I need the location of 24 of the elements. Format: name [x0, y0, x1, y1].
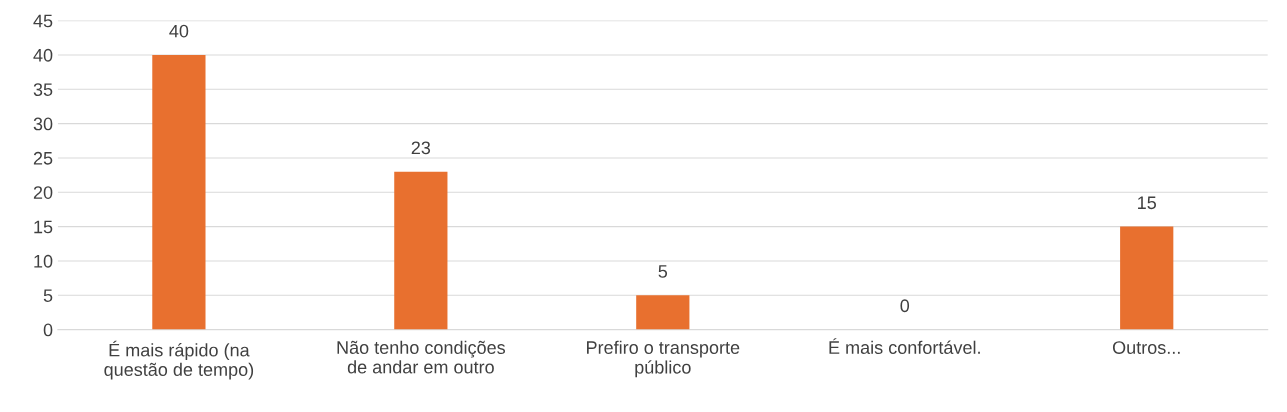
bar [636, 295, 690, 330]
data-label: 0 [900, 299, 910, 313]
y-tick-label: 5 [43, 289, 53, 302]
y-tick-label: 10 [34, 254, 53, 268]
x-tick-label: Outros... [1112, 341, 1180, 354]
y-tick-label: 20 [33, 186, 53, 199]
x-tick-label: É mais confortável. [829, 338, 980, 354]
y-tick-label: 45 [33, 14, 53, 28]
y-tick-label: 35 [33, 83, 53, 96]
x-tick-label: Não tenho condições de andar em outro [337, 340, 506, 374]
y-tick-label: 25 [33, 151, 53, 165]
y-tick-label: 30 [33, 117, 53, 131]
x-tick-label: É mais rápido (na questão de tempo) [104, 340, 254, 380]
data-label: 5 [658, 265, 668, 278]
bar [394, 171, 448, 330]
data-label: 40 [169, 24, 189, 38]
y-tick-label: 15 [34, 220, 53, 234]
y-tick-label: 0 [43, 323, 53, 337]
bar [152, 54, 206, 330]
data-label: 15 [1138, 196, 1156, 210]
bar [1120, 226, 1174, 330]
data-label: 23 [411, 141, 431, 155]
x-tick-label: Prefiro o transporte público [587, 340, 740, 378]
y-tick-label: 40 [33, 48, 53, 62]
